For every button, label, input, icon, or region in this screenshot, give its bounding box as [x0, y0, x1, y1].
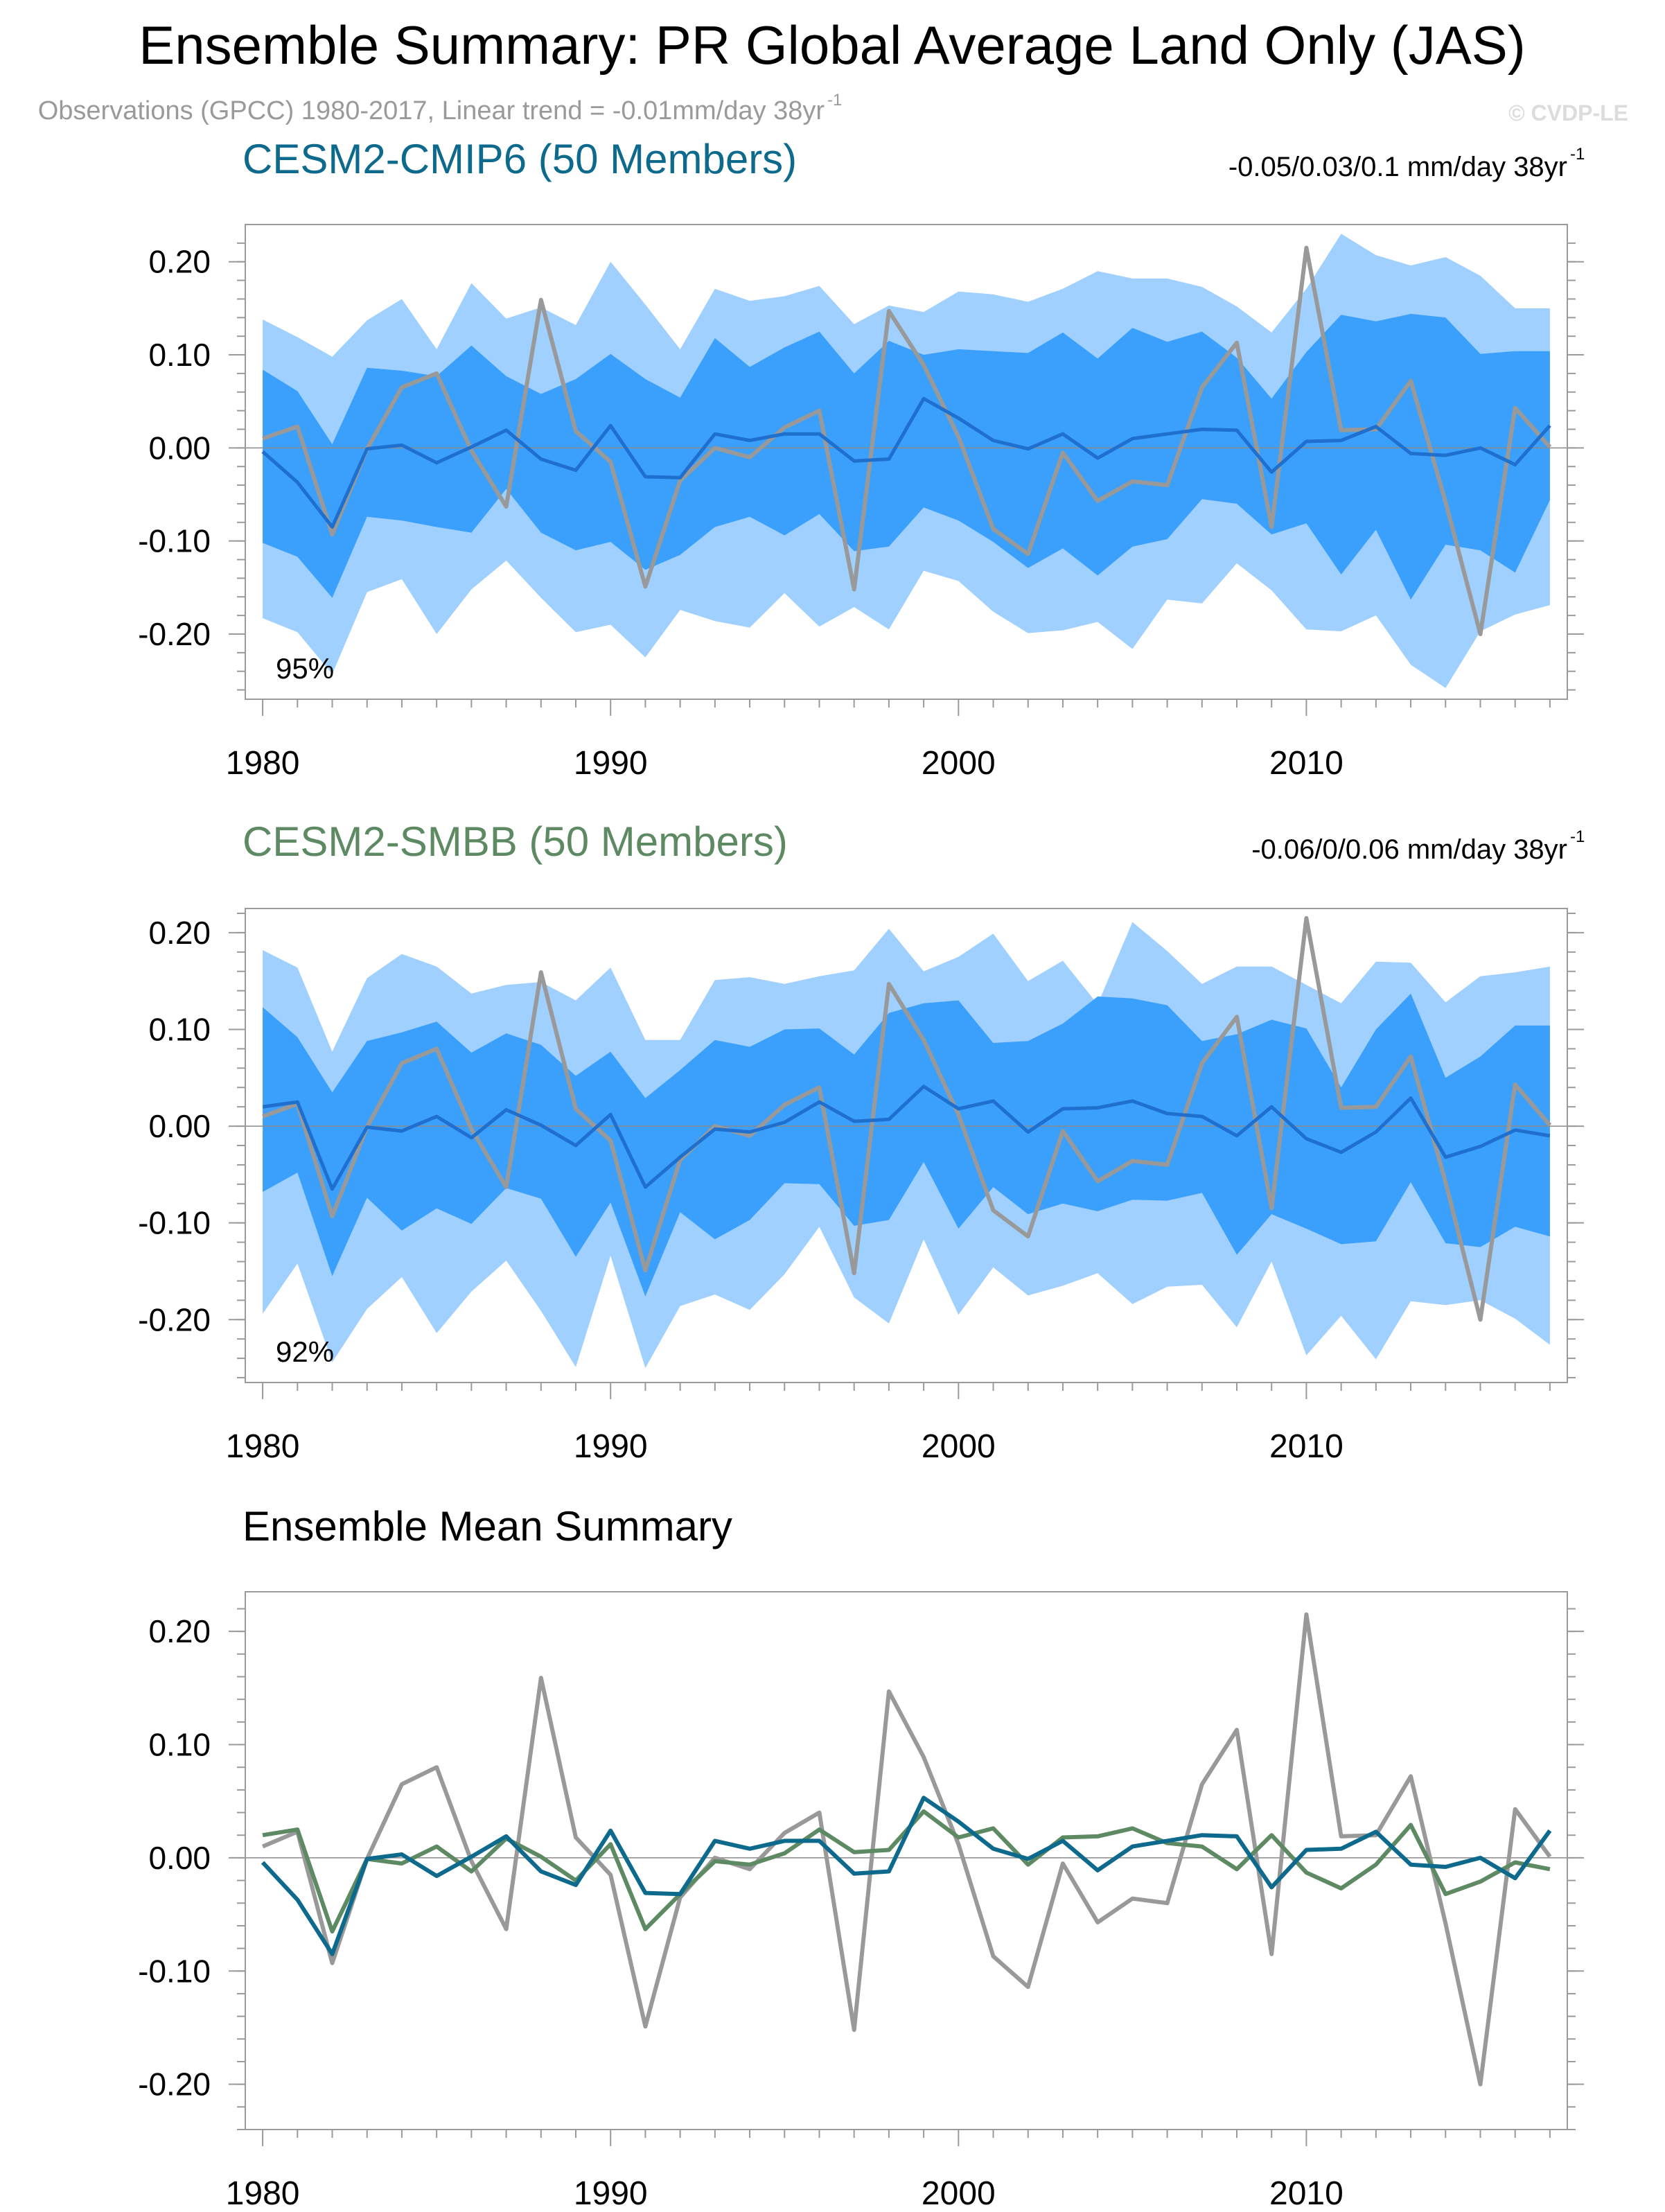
x-tick-label: 1980 [226, 2175, 300, 2209]
y-tick-label: -0.20 [138, 616, 211, 652]
x-tick-label: 2010 [1269, 2175, 1344, 2209]
y-tick-label: -0.10 [138, 1205, 211, 1241]
y-tick-label: -0.10 [138, 523, 211, 559]
series-line-ensemble-mean [261, 396, 1551, 529]
y-tick-label: 0.20 [148, 244, 211, 280]
trend-label-sup-cmip6: -1 [1570, 145, 1585, 164]
y-tick-label: 0.00 [148, 1840, 211, 1876]
x-tick-label: 1990 [574, 745, 648, 782]
panel-title-cmip6: CESM2-CMIP6 (50 Members) [243, 136, 797, 182]
x-tick-label: 2000 [922, 1428, 996, 1465]
series-line-observations [261, 1612, 1552, 2087]
trend-label-sup-smbb: -1 [1570, 827, 1585, 846]
band-16-84-percentile [263, 313, 1550, 600]
plot-area-ensemble-mean: 0.20 0.10 0.00 -0.10 -0.20 1980 1990 2000 2010 [138, 1591, 1584, 2212]
plot-frame [245, 1591, 1568, 2130]
x-tick-label: 2000 [922, 2175, 996, 2209]
figure-title: Ensemble Summary: PR Global Average Land… [139, 15, 1525, 76]
trend-label-cmip6: -0.05/0.03/0.1 mm/day 38yr [1228, 152, 1567, 182]
y-tick-label: -0.10 [138, 1953, 211, 1989]
panel-cmip6: CESM2-CMIP6 (50 Members) -0.05/0.03/0.1 … [138, 136, 1585, 782]
panel-title-smbb: CESM2-SMBB (50 Members) [243, 818, 788, 865]
y-tick-label: 0.20 [148, 915, 211, 951]
y-tick-label: 0.10 [148, 337, 211, 373]
plot-frame [245, 224, 1568, 700]
x-tick-label: 2010 [1269, 745, 1344, 782]
series-line-cesm2-cmip6 [261, 1796, 1552, 1956]
y-tick-label: 0.20 [148, 1613, 211, 1649]
plot-area-smbb: 92% 0.20 0.10 0.00 -0.10 -0.20 1980 1990 2000 201… [138, 908, 1584, 1465]
copyright-label: © CVDP-LE [1508, 100, 1628, 125]
y-tick-label: 0.10 [148, 1727, 211, 1763]
figure-subtitle: Observations (GPCC) 1980-2017, Linear tr… [38, 96, 825, 125]
percent-label: 95% [276, 652, 334, 685]
x-tick-label: 1980 [226, 745, 300, 782]
y-tick-label: -0.20 [138, 2066, 211, 2103]
x-tick-label: 2000 [922, 745, 996, 782]
y-tick-label: 0.00 [148, 430, 211, 466]
series-line-observations [262, 916, 1552, 1322]
panel-ensemble-mean: Ensemble Mean Summary 0.20 0.10 0.00 -0.10 -… [138, 1503, 1584, 2212]
plot-area-cmip6: 95% 0.20 0.10 0.00 -0.10 -0.20 1980 1990 2000 201… [138, 224, 1584, 782]
y-tick-label: 0.00 [148, 1108, 211, 1144]
trend-label-smbb: -0.06/0/0.06 mm/day 38yr [1251, 834, 1567, 865]
x-tick-label: 1990 [574, 2175, 648, 2209]
series-line-ensemble-mean [262, 1085, 1551, 1191]
panel-smbb: CESM2-SMBB (50 Members) -0.06/0/0.06 mm/… [138, 818, 1585, 1465]
percent-label: 92% [276, 1335, 334, 1368]
y-tick-label: 0.10 [148, 1011, 211, 1047]
y-tick-label: -0.20 [138, 1301, 211, 1337]
band-16-84-percentile [263, 993, 1550, 1297]
x-tick-label: 2010 [1269, 1428, 1344, 1465]
panel-title-ensemble-mean: Ensemble Mean Summary [243, 1503, 732, 1550]
series-line-observations [262, 245, 1552, 636]
x-tick-label: 1990 [574, 1428, 648, 1465]
figure-subtitle-superscript: -1 [827, 91, 842, 109]
x-tick-label: 1980 [226, 1428, 300, 1465]
